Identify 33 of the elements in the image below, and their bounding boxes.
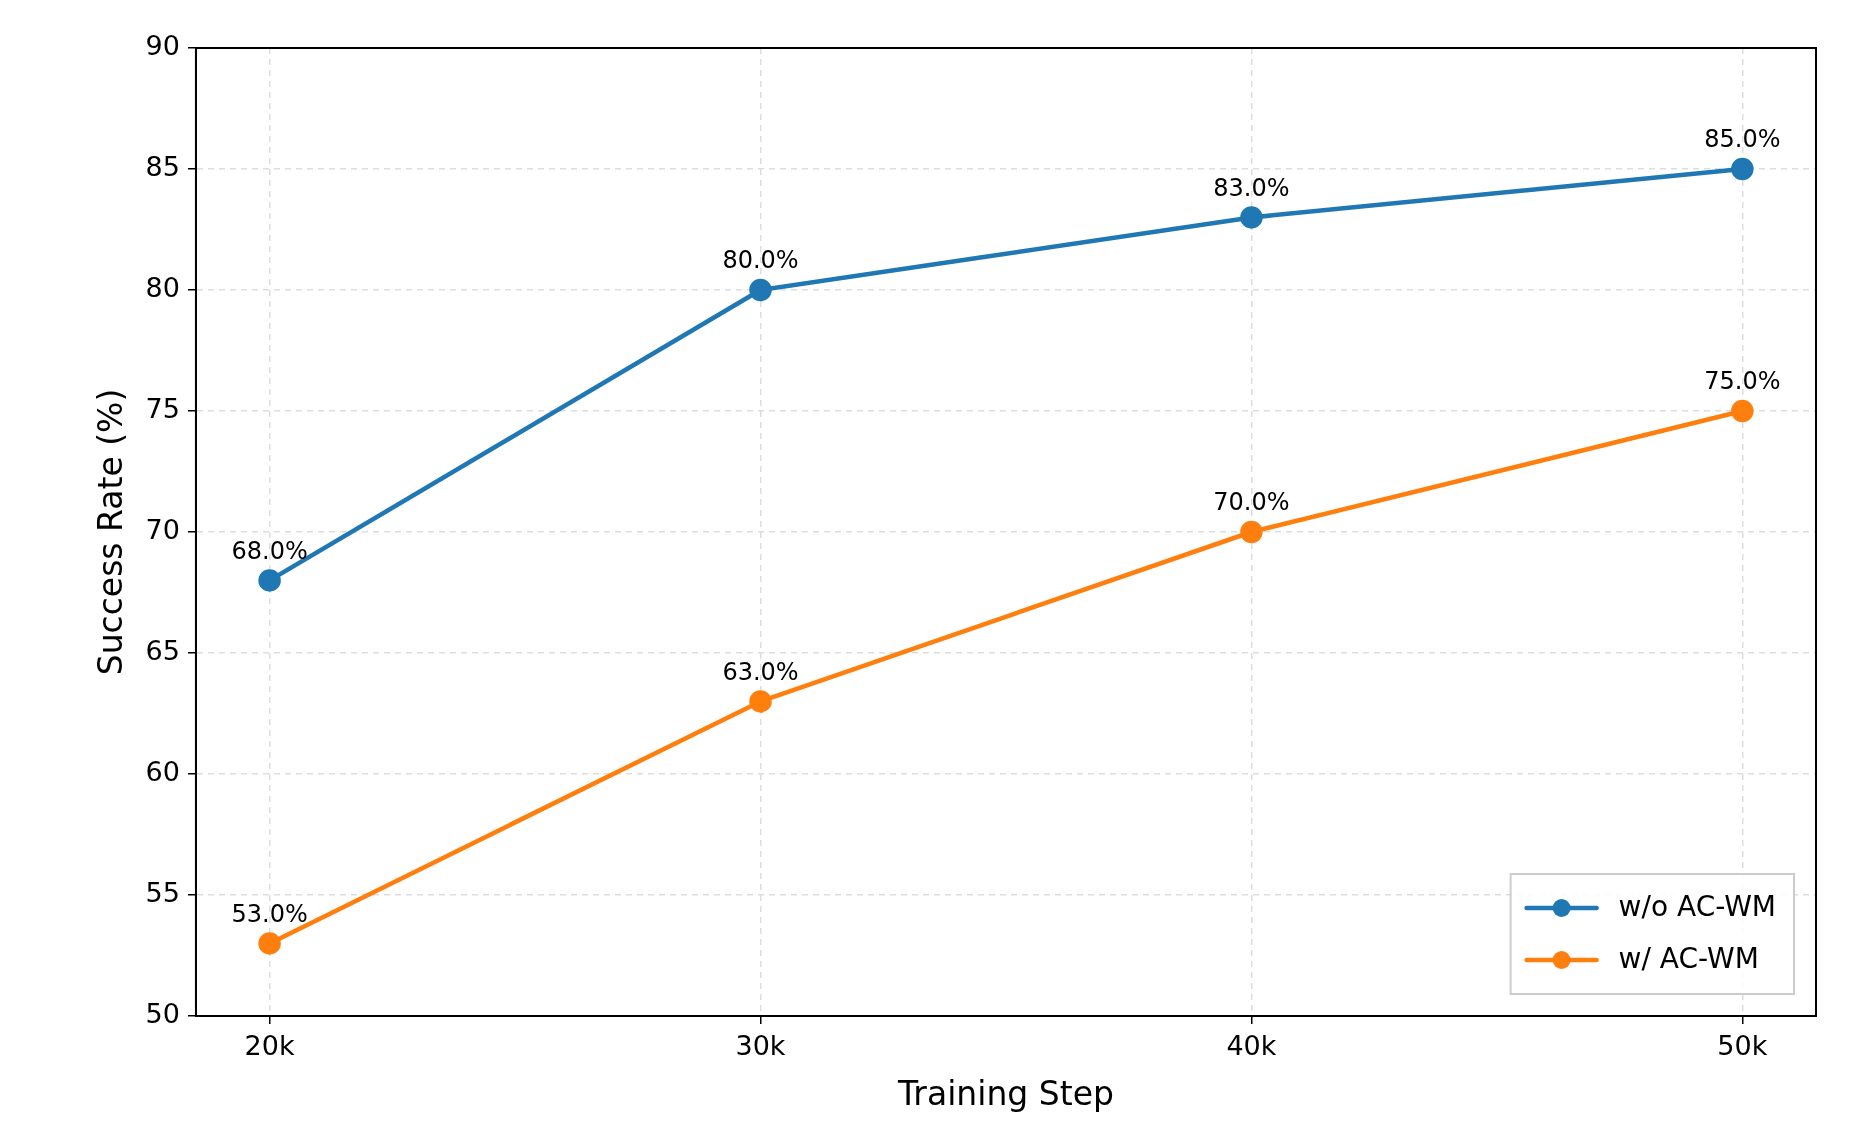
data-label: 68.0%	[231, 536, 308, 565]
y-tick-label: 80	[145, 272, 180, 304]
y-tick-label: 50	[145, 998, 180, 1030]
data-label: 80.0%	[722, 246, 799, 275]
point	[1240, 206, 1263, 229]
y-tick-label: 65	[145, 635, 180, 667]
y-tick-label: 55	[145, 877, 180, 909]
data-label: 85.0%	[1704, 125, 1781, 154]
data-label: 63.0%	[722, 657, 799, 686]
x-tick-label: 40k	[1226, 1030, 1277, 1062]
y-tick-label: 85	[145, 151, 180, 183]
point	[749, 690, 772, 713]
legend-label: w/o AC-WM	[1618, 890, 1776, 924]
x-axis-title: Training Step	[897, 1073, 1114, 1113]
data-label: 53.0%	[231, 899, 308, 928]
x-tick-label: 50k	[1717, 1030, 1768, 1062]
y-tick-label: 60	[145, 756, 180, 788]
data-label: 83.0%	[1213, 173, 1290, 202]
point	[258, 932, 281, 955]
data-label: 70.0%	[1213, 488, 1290, 517]
y-tick-label: 70	[145, 514, 180, 546]
point	[1731, 157, 1754, 181]
y-tick-label: 75	[145, 393, 180, 425]
point	[1731, 399, 1754, 423]
point	[1240, 520, 1263, 544]
point	[258, 569, 281, 592]
y-axis-title: Success Rate (%)	[91, 388, 131, 676]
legend-label: w/ AC-WM	[1618, 942, 1759, 976]
x-tick-label: 20k	[244, 1030, 295, 1062]
y-tick-label: 90	[145, 30, 180, 62]
point	[749, 278, 772, 302]
data-label: 75.0%	[1704, 367, 1781, 396]
x-tick-label: 30k	[735, 1030, 786, 1062]
